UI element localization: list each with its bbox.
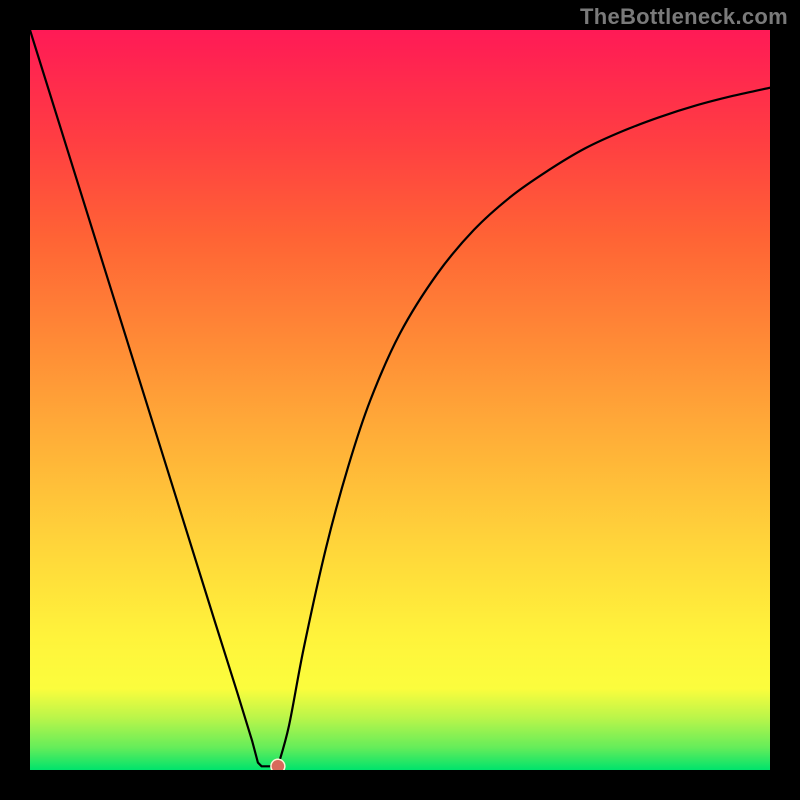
chart-container: TheBottleneck.com — [0, 0, 800, 800]
watermark-text: TheBottleneck.com — [580, 4, 788, 30]
plot-area — [30, 30, 770, 770]
v-curve-line — [30, 30, 770, 766]
minimum-marker — [271, 759, 285, 770]
curve-layer — [30, 30, 770, 770]
